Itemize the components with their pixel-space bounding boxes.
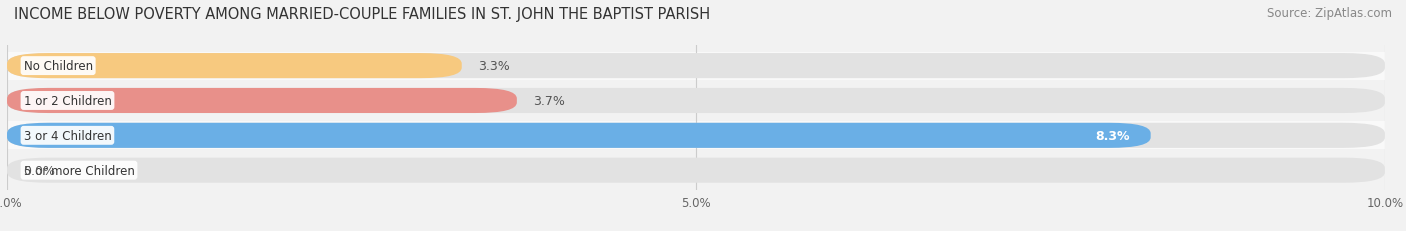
FancyBboxPatch shape [7,54,461,79]
FancyBboxPatch shape [7,52,1385,80]
Text: 3.7%: 3.7% [533,94,565,107]
FancyBboxPatch shape [7,158,1385,183]
Text: INCOME BELOW POVERTY AMONG MARRIED-COUPLE FAMILIES IN ST. JOHN THE BAPTIST PARIS: INCOME BELOW POVERTY AMONG MARRIED-COUPL… [14,7,710,22]
Text: 1 or 2 Children: 1 or 2 Children [24,94,111,107]
FancyBboxPatch shape [7,88,517,113]
Text: No Children: No Children [24,60,93,73]
FancyBboxPatch shape [7,157,1385,184]
Text: 8.3%: 8.3% [1095,129,1130,142]
FancyBboxPatch shape [7,54,1385,79]
Text: Source: ZipAtlas.com: Source: ZipAtlas.com [1267,7,1392,20]
Text: 5 or more Children: 5 or more Children [24,164,135,177]
Text: 0.0%: 0.0% [24,164,56,177]
FancyBboxPatch shape [7,123,1150,148]
Text: 3.3%: 3.3% [478,60,510,73]
FancyBboxPatch shape [7,88,1385,113]
FancyBboxPatch shape [7,122,1385,150]
FancyBboxPatch shape [7,123,1385,148]
FancyBboxPatch shape [7,87,1385,115]
Text: 3 or 4 Children: 3 or 4 Children [24,129,111,142]
